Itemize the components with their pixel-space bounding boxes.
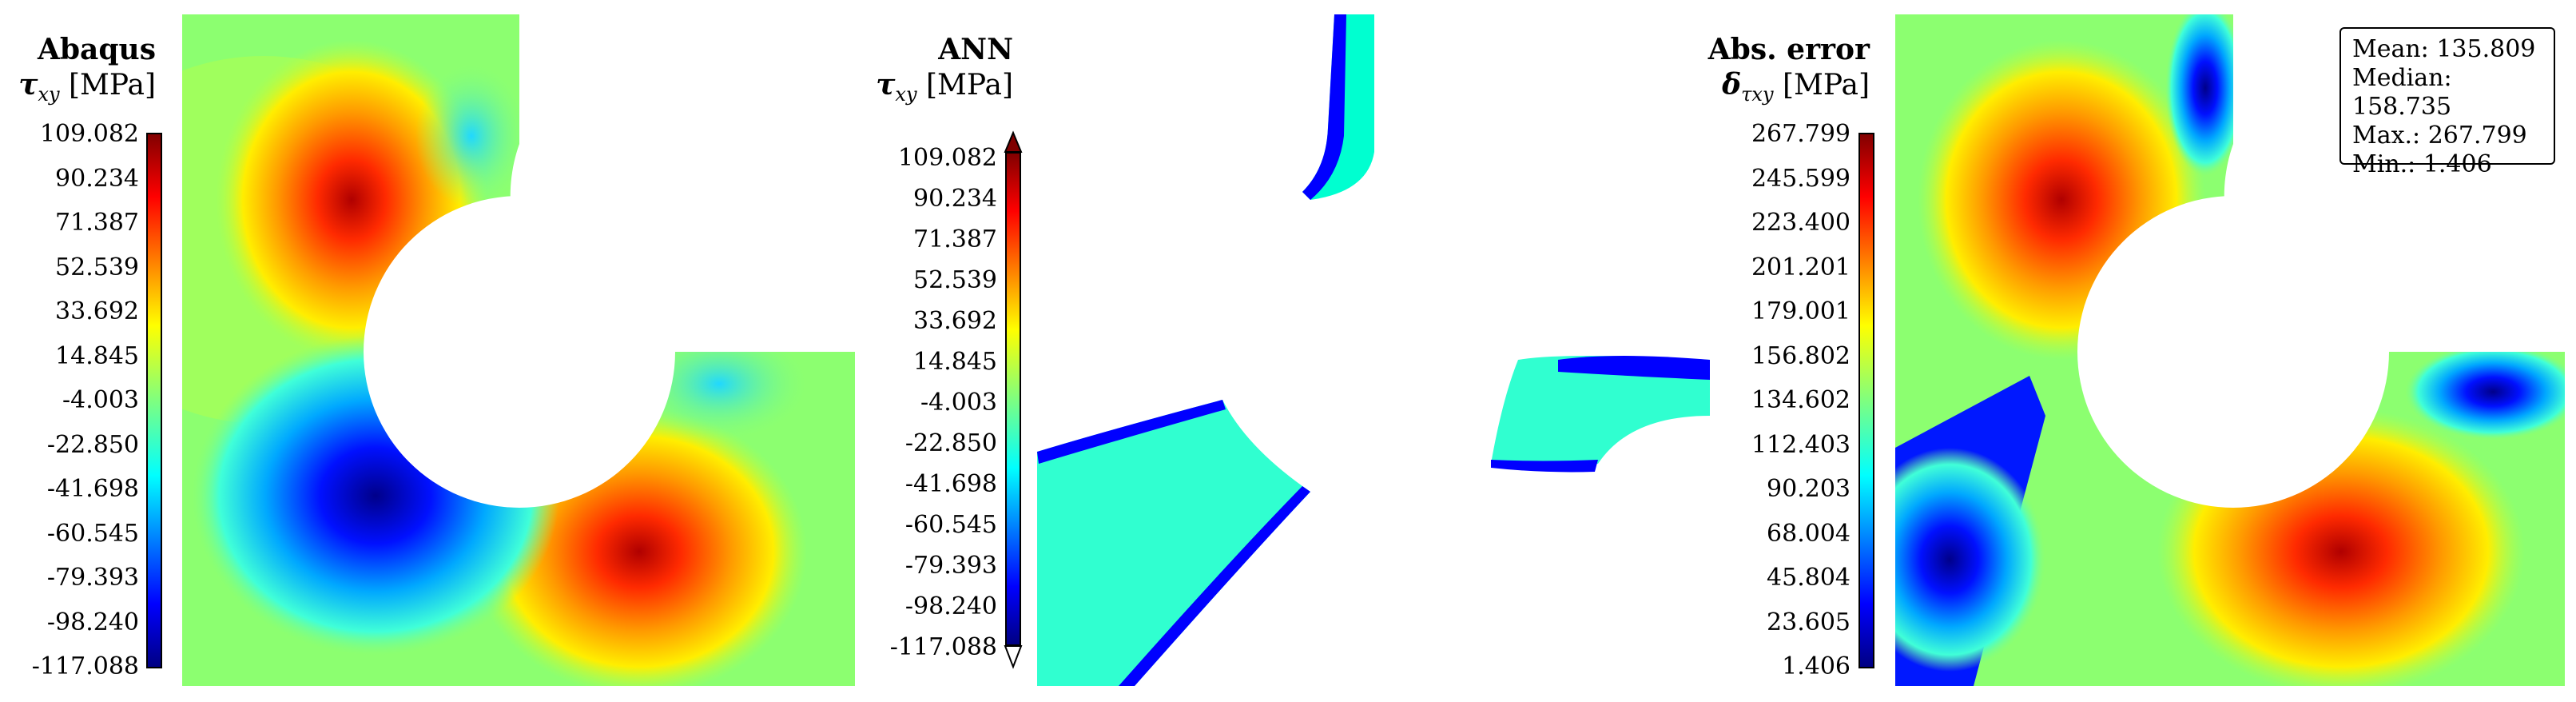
colorbar-tick-label: 1.406 — [1782, 652, 1851, 680]
colorbar-tick-label: 90.234 — [913, 185, 997, 213]
colorbar-tick-label: -22.850 — [904, 429, 997, 457]
error-quantity: δτxy [MPa] — [1722, 68, 1870, 106]
ann-title: ANN — [938, 33, 1013, 66]
colorbar-tick-label: 109.082 — [39, 120, 139, 148]
ann-quantity: τxy [MPa] — [876, 68, 1013, 106]
ann-colorbar-frame — [1005, 152, 1021, 646]
colorbar-tick-label: 68.004 — [1767, 519, 1851, 548]
abaqus-quantity: τxy [MPa] — [18, 68, 156, 106]
colorbar-tick-label: 179.001 — [1751, 297, 1851, 325]
colorbar-tick-label: -98.240 — [46, 608, 139, 636]
ann-title-block: ANN τxy [MPa] — [839, 32, 1013, 112]
colorbar-tick-label: 33.692 — [55, 297, 139, 325]
colorbar-tick-label: 267.799 — [1751, 120, 1851, 148]
colorbar-tick-label: 23.605 — [1767, 608, 1851, 636]
ann-contour-fragments — [1037, 14, 1710, 686]
error-title-block: Abs. error δτxy [MPa] — [1678, 32, 1870, 112]
colorbar-tick-label: 14.845 — [55, 341, 139, 370]
colorbar-tick-label: 223.400 — [1751, 209, 1851, 237]
colorbar-tick-label: -117.088 — [889, 633, 997, 661]
colorbar-tick-label: -60.545 — [46, 519, 139, 548]
stats-min: Min.: 1.406 — [2352, 150, 2492, 178]
abaqus-contour-field — [56, 14, 855, 696]
colorbar-tick-label: 90.234 — [55, 164, 139, 193]
colorbar-tick-label: 14.845 — [913, 348, 997, 376]
error-stats-box: Mean: 135.809 Median: 158.735 Max.: 267.… — [2339, 27, 2555, 178]
colorbar-tick-label: -79.393 — [46, 564, 139, 592]
colorbar-tick-label: 71.387 — [913, 225, 997, 253]
colorbar-tick-label: 52.539 — [55, 253, 139, 281]
colorbar-tick-label: 45.804 — [1767, 564, 1851, 592]
colorbar-tick-label: 71.387 — [55, 209, 139, 237]
colorbar-tick-label: -60.545 — [904, 511, 997, 539]
ann-colorbar-max-arrow — [1004, 130, 1023, 153]
stats-max: Max.: 267.799 — [2352, 122, 2527, 150]
abaqus-colorbar — [146, 133, 162, 668]
colorbar-tick-label: 109.082 — [897, 144, 997, 172]
colorbar-tick-label: -22.850 — [46, 430, 139, 459]
colorbar-tick-label: 134.602 — [1751, 386, 1851, 414]
colorbar-tick-label: 201.201 — [1751, 253, 1851, 281]
colorbar-tick-label: -41.698 — [904, 470, 997, 498]
error-colorbar-frame — [1858, 133, 1874, 668]
ann-colorbar-min-arrow — [1004, 645, 1023, 669]
colorbar-tick-label: 156.802 — [1751, 341, 1851, 370]
colorbar-tick-label: 33.692 — [913, 307, 997, 335]
abaqus-title: Abaqus — [37, 33, 156, 66]
colorbar-tick-label: 245.599 — [1751, 164, 1851, 193]
colorbar-tick-label: 90.203 — [1767, 475, 1851, 503]
colorbar-tick-label: 52.539 — [913, 266, 997, 294]
error-title: Abs. error — [1707, 33, 1870, 66]
colorbar-tick-label: -79.393 — [904, 552, 997, 580]
error-colorbar — [1858, 133, 1874, 668]
colorbar-tick-label: -4.003 — [62, 386, 139, 414]
stats-median: Median: 158.735 — [2352, 64, 2452, 121]
ann-colorbar — [1005, 152, 1021, 646]
colorbar-tick-label: 112.403 — [1751, 430, 1851, 459]
abaqus-colorbar-frame — [146, 133, 162, 668]
colorbar-tick-label: -117.088 — [31, 652, 139, 680]
abaqus-title-block: Abaqus τxy [MPa] — [0, 32, 156, 112]
colorbar-tick-label: -98.240 — [904, 592, 997, 620]
colorbar-tick-label: -41.698 — [46, 475, 139, 503]
colorbar-tick-label: -4.003 — [920, 389, 997, 417]
stats-mean: Mean: 135.809 — [2352, 35, 2536, 63]
